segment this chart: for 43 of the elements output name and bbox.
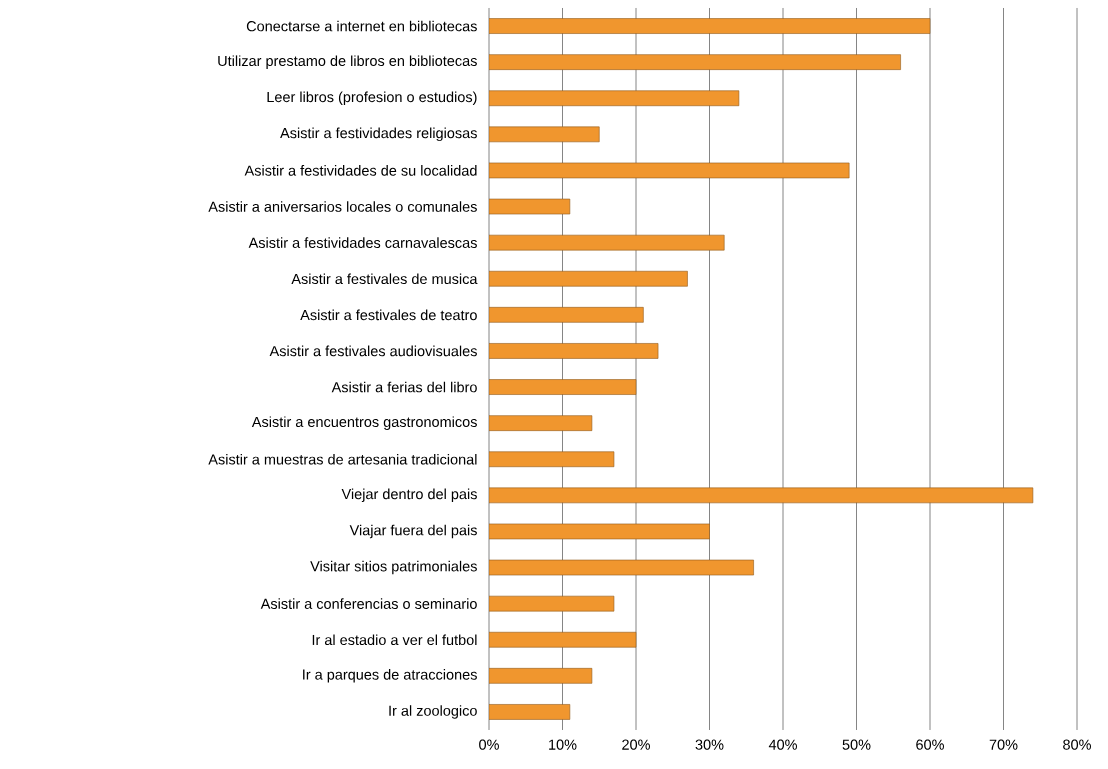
x-tick-label: 80% xyxy=(1063,739,1091,750)
y-tick-label: Leer libros (profesion o estudios) xyxy=(267,91,477,105)
y-tick-label: Visitar sitios patrimoniales xyxy=(310,560,477,575)
y-tick-label: Conectarse a internet en bibliotecas xyxy=(246,20,477,32)
y-tick-label: Asistir a festividades religiosas xyxy=(280,127,477,142)
bar xyxy=(489,18,931,34)
y-tick-label: Ir al estadio a ver el futbol xyxy=(312,634,477,646)
bar xyxy=(489,487,1034,504)
x-tick-label: 40% xyxy=(768,739,797,750)
y-tick-label: Asistir a muestras de artesania tradicional xyxy=(208,453,477,465)
y-tick-label: Ir al zoologico xyxy=(389,705,477,719)
bar xyxy=(489,54,901,70)
y-tick-label: Asistir a ferias del libro xyxy=(331,381,477,393)
bar xyxy=(489,704,571,720)
y-tick-label: Asistir a festividades de su localidad xyxy=(244,165,477,176)
bar xyxy=(489,631,637,648)
y-tick-label: Viejar dentro del pais xyxy=(341,488,477,503)
bar xyxy=(489,415,593,431)
bar xyxy=(489,307,644,323)
x-tick-label: 50% xyxy=(842,739,871,750)
bar xyxy=(489,90,740,107)
y-tick-label: Asistir a festivales audiovisuales xyxy=(269,345,477,357)
x-tick-label: 20% xyxy=(622,739,650,750)
x-tick-label: 60% xyxy=(916,739,944,750)
y-tick-label: Utilizar prestamo de libros en bibliotecas xyxy=(218,55,477,69)
y-tick-label: Asistir a aniversarios locales o comunales xyxy=(208,201,477,212)
x-tick-label: 0% xyxy=(479,739,499,750)
y-tick-label: Asistir a festividades carnavalescas xyxy=(248,237,477,248)
x-tick-label: 10% xyxy=(549,739,577,750)
y-tick-label: Viajar fuera del pais xyxy=(349,524,477,539)
bar xyxy=(489,668,593,684)
x-tick-label: 30% xyxy=(695,739,724,750)
y-tick-label: Asistir a conferencias o seminario xyxy=(260,598,477,609)
y-tick-label: Asistir a festivales de teatro xyxy=(300,309,477,321)
y-tick-label: Ir a parques de atracciones xyxy=(303,669,477,683)
bar xyxy=(489,270,688,287)
bar xyxy=(489,343,659,359)
bar xyxy=(489,126,600,143)
y-tick-label: Asistir a encuentros gastronomicos xyxy=(251,416,477,430)
x-tick-label: 70% xyxy=(989,739,1018,750)
bar xyxy=(489,451,615,468)
bar xyxy=(489,379,637,395)
y-tick-label: Asistir a festivales de musica xyxy=(291,273,478,285)
